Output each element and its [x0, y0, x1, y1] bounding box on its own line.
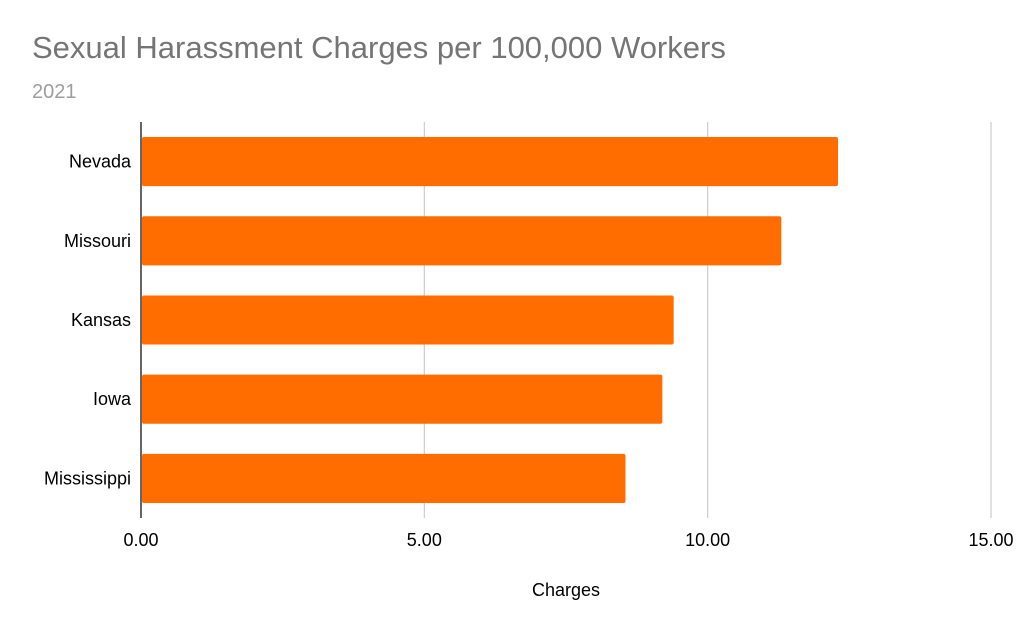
bar-kansas [142, 295, 674, 345]
chart-subtitle: 2021 [32, 81, 77, 103]
category-label: Iowa [93, 389, 132, 409]
x-tick-label: 10.00 [685, 530, 730, 550]
bar-missouri [142, 216, 782, 266]
x-tick-label: 15.00 [968, 530, 1013, 550]
x-tick-labels: 0.00 5.00 10.00 15.00 [123, 530, 1013, 550]
category-label: Kansas [71, 310, 131, 330]
x-axis-title: Charges [532, 580, 600, 600]
category-label: Mississippi [44, 468, 131, 488]
x-tick-label: 0.00 [123, 530, 158, 550]
chart-title: Sexual Harassment Charges per 100,000 Wo… [32, 30, 726, 65]
x-tick-label: 5.00 [407, 530, 442, 550]
bar-nevada [142, 137, 838, 187]
bars [142, 137, 838, 503]
category-label: Nevada [69, 152, 132, 172]
category-labels: Nevada Missouri Kansas Iowa Mississippi [44, 152, 132, 489]
bar-mississippi [142, 453, 626, 503]
bar-iowa [142, 374, 663, 424]
category-label: Missouri [64, 231, 131, 251]
